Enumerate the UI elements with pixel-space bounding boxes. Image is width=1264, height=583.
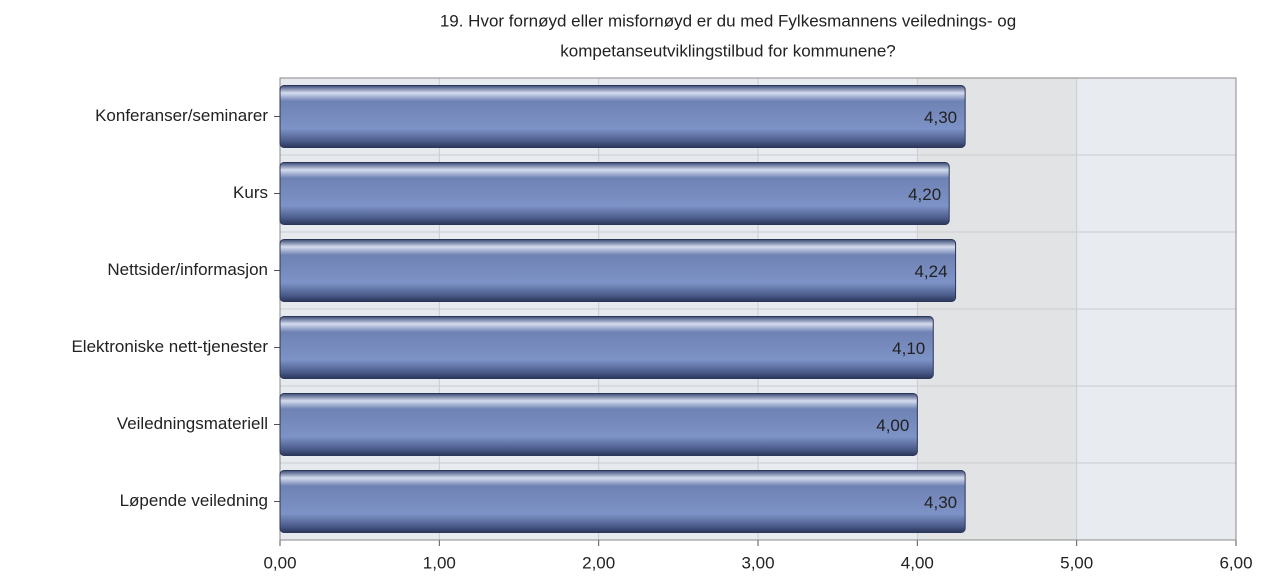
value-label: 4,30 bbox=[924, 108, 957, 127]
y-tick-label: Nettsider/informasjon bbox=[107, 260, 268, 279]
bar bbox=[279, 470, 966, 533]
y-tick-label: Konferanser/seminarer bbox=[95, 106, 268, 125]
bar bbox=[279, 85, 966, 148]
bar bbox=[279, 162, 950, 225]
y-tick-label: Veiledningsmateriell bbox=[117, 414, 268, 433]
value-label: 4,00 bbox=[876, 416, 909, 435]
x-tick-label: 6,00 bbox=[1219, 553, 1252, 572]
value-label: 4,20 bbox=[908, 185, 941, 204]
bar bbox=[279, 316, 934, 379]
chart-title: kompetanseutviklingstilbud for kommunene… bbox=[560, 41, 895, 60]
y-tick-label: Kurs bbox=[233, 183, 268, 202]
value-label: 4,24 bbox=[914, 262, 947, 281]
x-tick-label: 4,00 bbox=[901, 553, 934, 572]
bar bbox=[279, 393, 918, 456]
chart-title: 19. Hvor fornøyd eller misfornøyd er du … bbox=[440, 11, 1016, 30]
x-tick-label: 0,00 bbox=[263, 553, 296, 572]
value-label: 4,10 bbox=[892, 339, 925, 358]
x-tick-label: 1,00 bbox=[423, 553, 456, 572]
x-tick-label: 2,00 bbox=[582, 553, 615, 572]
x-tick-label: 3,00 bbox=[741, 553, 774, 572]
y-tick-label: Elektroniske nett-tjenester bbox=[71, 337, 268, 356]
y-tick-label: Løpende veiledning bbox=[120, 491, 268, 510]
bar bbox=[279, 239, 957, 302]
x-tick-label: 5,00 bbox=[1060, 553, 1093, 572]
plot-border bbox=[279, 77, 1237, 541]
value-label: 4,30 bbox=[924, 493, 957, 512]
